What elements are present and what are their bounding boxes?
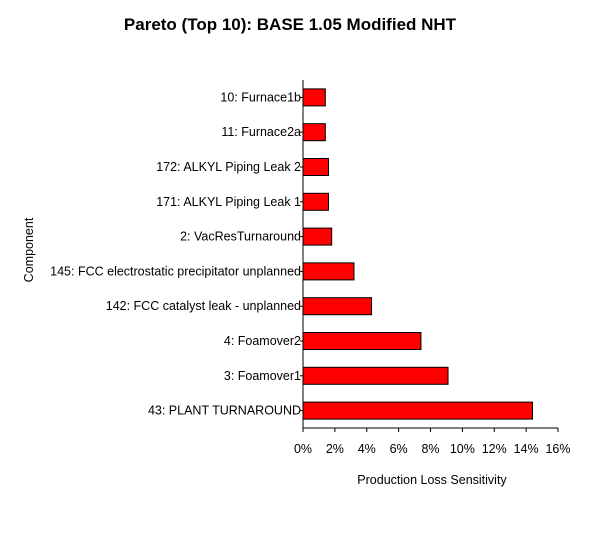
x-tick-label: 6% xyxy=(390,442,408,456)
bar xyxy=(302,332,422,350)
category-label: 142: FCC catalyst leak - unplanned xyxy=(106,299,301,313)
category-label: 11: Furnace2a xyxy=(221,125,301,139)
y-axis-label: Component xyxy=(22,217,36,282)
bar xyxy=(302,227,333,246)
category-label: 10: Furnace1b xyxy=(220,90,301,104)
x-tick-label: 12% xyxy=(482,442,507,456)
category-label: 2: VacResTurnaround xyxy=(180,230,301,244)
x-tick-label: 8% xyxy=(421,442,439,456)
category-label: 171: ALKYL Piping Leak 1 xyxy=(156,195,301,209)
chart-title: Pareto (Top 10): BASE 1.05 Modified NHT xyxy=(124,15,457,34)
x-tick-label: 2% xyxy=(326,442,344,456)
bar xyxy=(302,88,326,107)
bar xyxy=(302,297,373,316)
category-label: 3: Foamover1 xyxy=(224,369,301,383)
bars xyxy=(302,88,533,420)
x-tick-label: 16% xyxy=(545,442,570,456)
x-tick-label: 0% xyxy=(294,442,312,456)
bar xyxy=(302,158,329,176)
category-labels: 10: Furnace1b 11: Furnace2a 172: ALKYL Pip… xyxy=(50,90,301,417)
bar xyxy=(302,401,533,420)
x-tick-label: 10% xyxy=(450,442,475,456)
category-label: 4: Foamover2 xyxy=(224,334,301,348)
category-label: 145: FCC electrostatic precipitator unpl… xyxy=(50,264,301,278)
x-tick-label: 14% xyxy=(514,442,539,456)
x-tick-labels: 0% 2% 4% 6% 8% 10% 12% 14% 16% xyxy=(294,442,571,456)
category-label: 43: PLANT TURNAROUND xyxy=(148,404,301,418)
bar xyxy=(302,192,329,211)
x-tick-label: 4% xyxy=(358,442,376,456)
bar xyxy=(302,123,326,142)
bar xyxy=(302,262,355,281)
x-axis-label: Production Loss Sensitivity xyxy=(357,473,507,487)
bar xyxy=(302,366,449,385)
category-label: 172: ALKYL Piping Leak 2 xyxy=(156,160,301,174)
